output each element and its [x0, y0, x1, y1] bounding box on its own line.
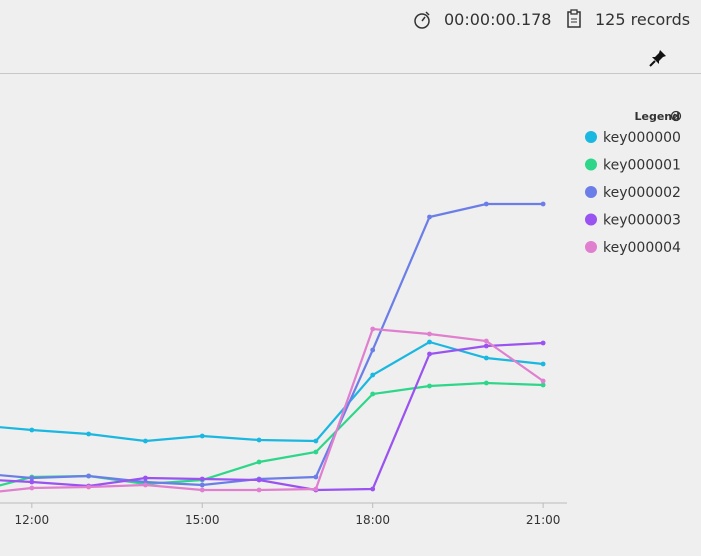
series-line — [0, 327, 544, 493]
data-point — [29, 475, 35, 481]
data-point — [540, 340, 546, 346]
data-point — [199, 476, 205, 482]
records: 125 records — [595, 10, 691, 29]
data-point — [143, 482, 148, 488]
data-point — [29, 427, 35, 433]
x-tick-label: 21:00 — [526, 513, 561, 527]
data-point — [370, 347, 376, 353]
data-point — [540, 201, 546, 207]
x-tick-label: 18:00 — [355, 513, 390, 527]
data-point — [256, 477, 262, 483]
plot-area — [0, 201, 546, 493]
series-line — [0, 340, 544, 443]
data-point — [483, 338, 489, 344]
data-point — [483, 201, 489, 207]
legend-item[interactable]: key000003 — [585, 213, 681, 229]
data-point — [540, 382, 546, 388]
data-point — [370, 372, 376, 378]
data-point — [29, 479, 35, 485]
data-point — [313, 474, 319, 480]
data-point — [427, 331, 432, 337]
legend-item[interactable]: key000002 — [585, 185, 681, 201]
toolbar: 00:00:00.178 125 records — [0, 0, 701, 74]
data-point — [483, 343, 489, 349]
legend-item[interactable]: key000000 — [585, 130, 681, 146]
data-point — [313, 486, 319, 492]
data-point — [29, 485, 35, 491]
data-point — [427, 339, 432, 345]
legend-swatch — [585, 213, 597, 226]
legend-swatch — [585, 186, 597, 198]
duration: 00:00:00.178 — [444, 10, 552, 29]
data-point — [370, 486, 376, 492]
data-point — [86, 473, 92, 479]
pin-button[interactable] — [648, 48, 668, 68]
series-line — [0, 202, 544, 487]
legend-label: key000004 — [603, 240, 681, 256]
data-point — [483, 380, 489, 386]
data-point — [427, 351, 432, 357]
data-point — [143, 475, 148, 481]
data-point — [540, 361, 546, 367]
data-point — [427, 214, 432, 220]
data-point — [199, 433, 205, 439]
data-point — [540, 378, 546, 384]
data-point — [86, 431, 92, 437]
data-point — [199, 482, 205, 488]
legend-item[interactable]: key000001 — [585, 158, 681, 174]
legend-title: Legend — [634, 110, 680, 123]
records-icon — [567, 9, 581, 28]
legend-label: key000000 — [603, 130, 681, 146]
legend-swatch — [585, 158, 597, 171]
data-point — [86, 484, 92, 490]
legend-label: key000003 — [603, 213, 681, 229]
data-point — [313, 449, 319, 455]
legend-label: key000002 — [603, 185, 681, 201]
timer-icon — [414, 11, 430, 29]
data-point — [256, 459, 262, 465]
data-point — [143, 438, 148, 444]
data-point — [256, 487, 262, 493]
data-point — [483, 355, 489, 361]
data-point — [370, 326, 376, 332]
data-point — [313, 438, 319, 444]
data-point — [256, 437, 262, 443]
legend-item[interactable]: key000004 — [585, 240, 681, 256]
legend-swatch — [585, 241, 597, 253]
series-line — [0, 341, 544, 492]
legend-toggle[interactable] — [670, 110, 682, 122]
x-tick-label: 12:00 — [15, 513, 50, 527]
x-tick-label: 15:00 — [185, 513, 220, 527]
data-point — [199, 487, 205, 493]
data-point — [427, 383, 432, 389]
legend-swatch — [585, 131, 597, 143]
legend-label: key000001 — [603, 158, 681, 174]
data-point — [370, 391, 376, 397]
